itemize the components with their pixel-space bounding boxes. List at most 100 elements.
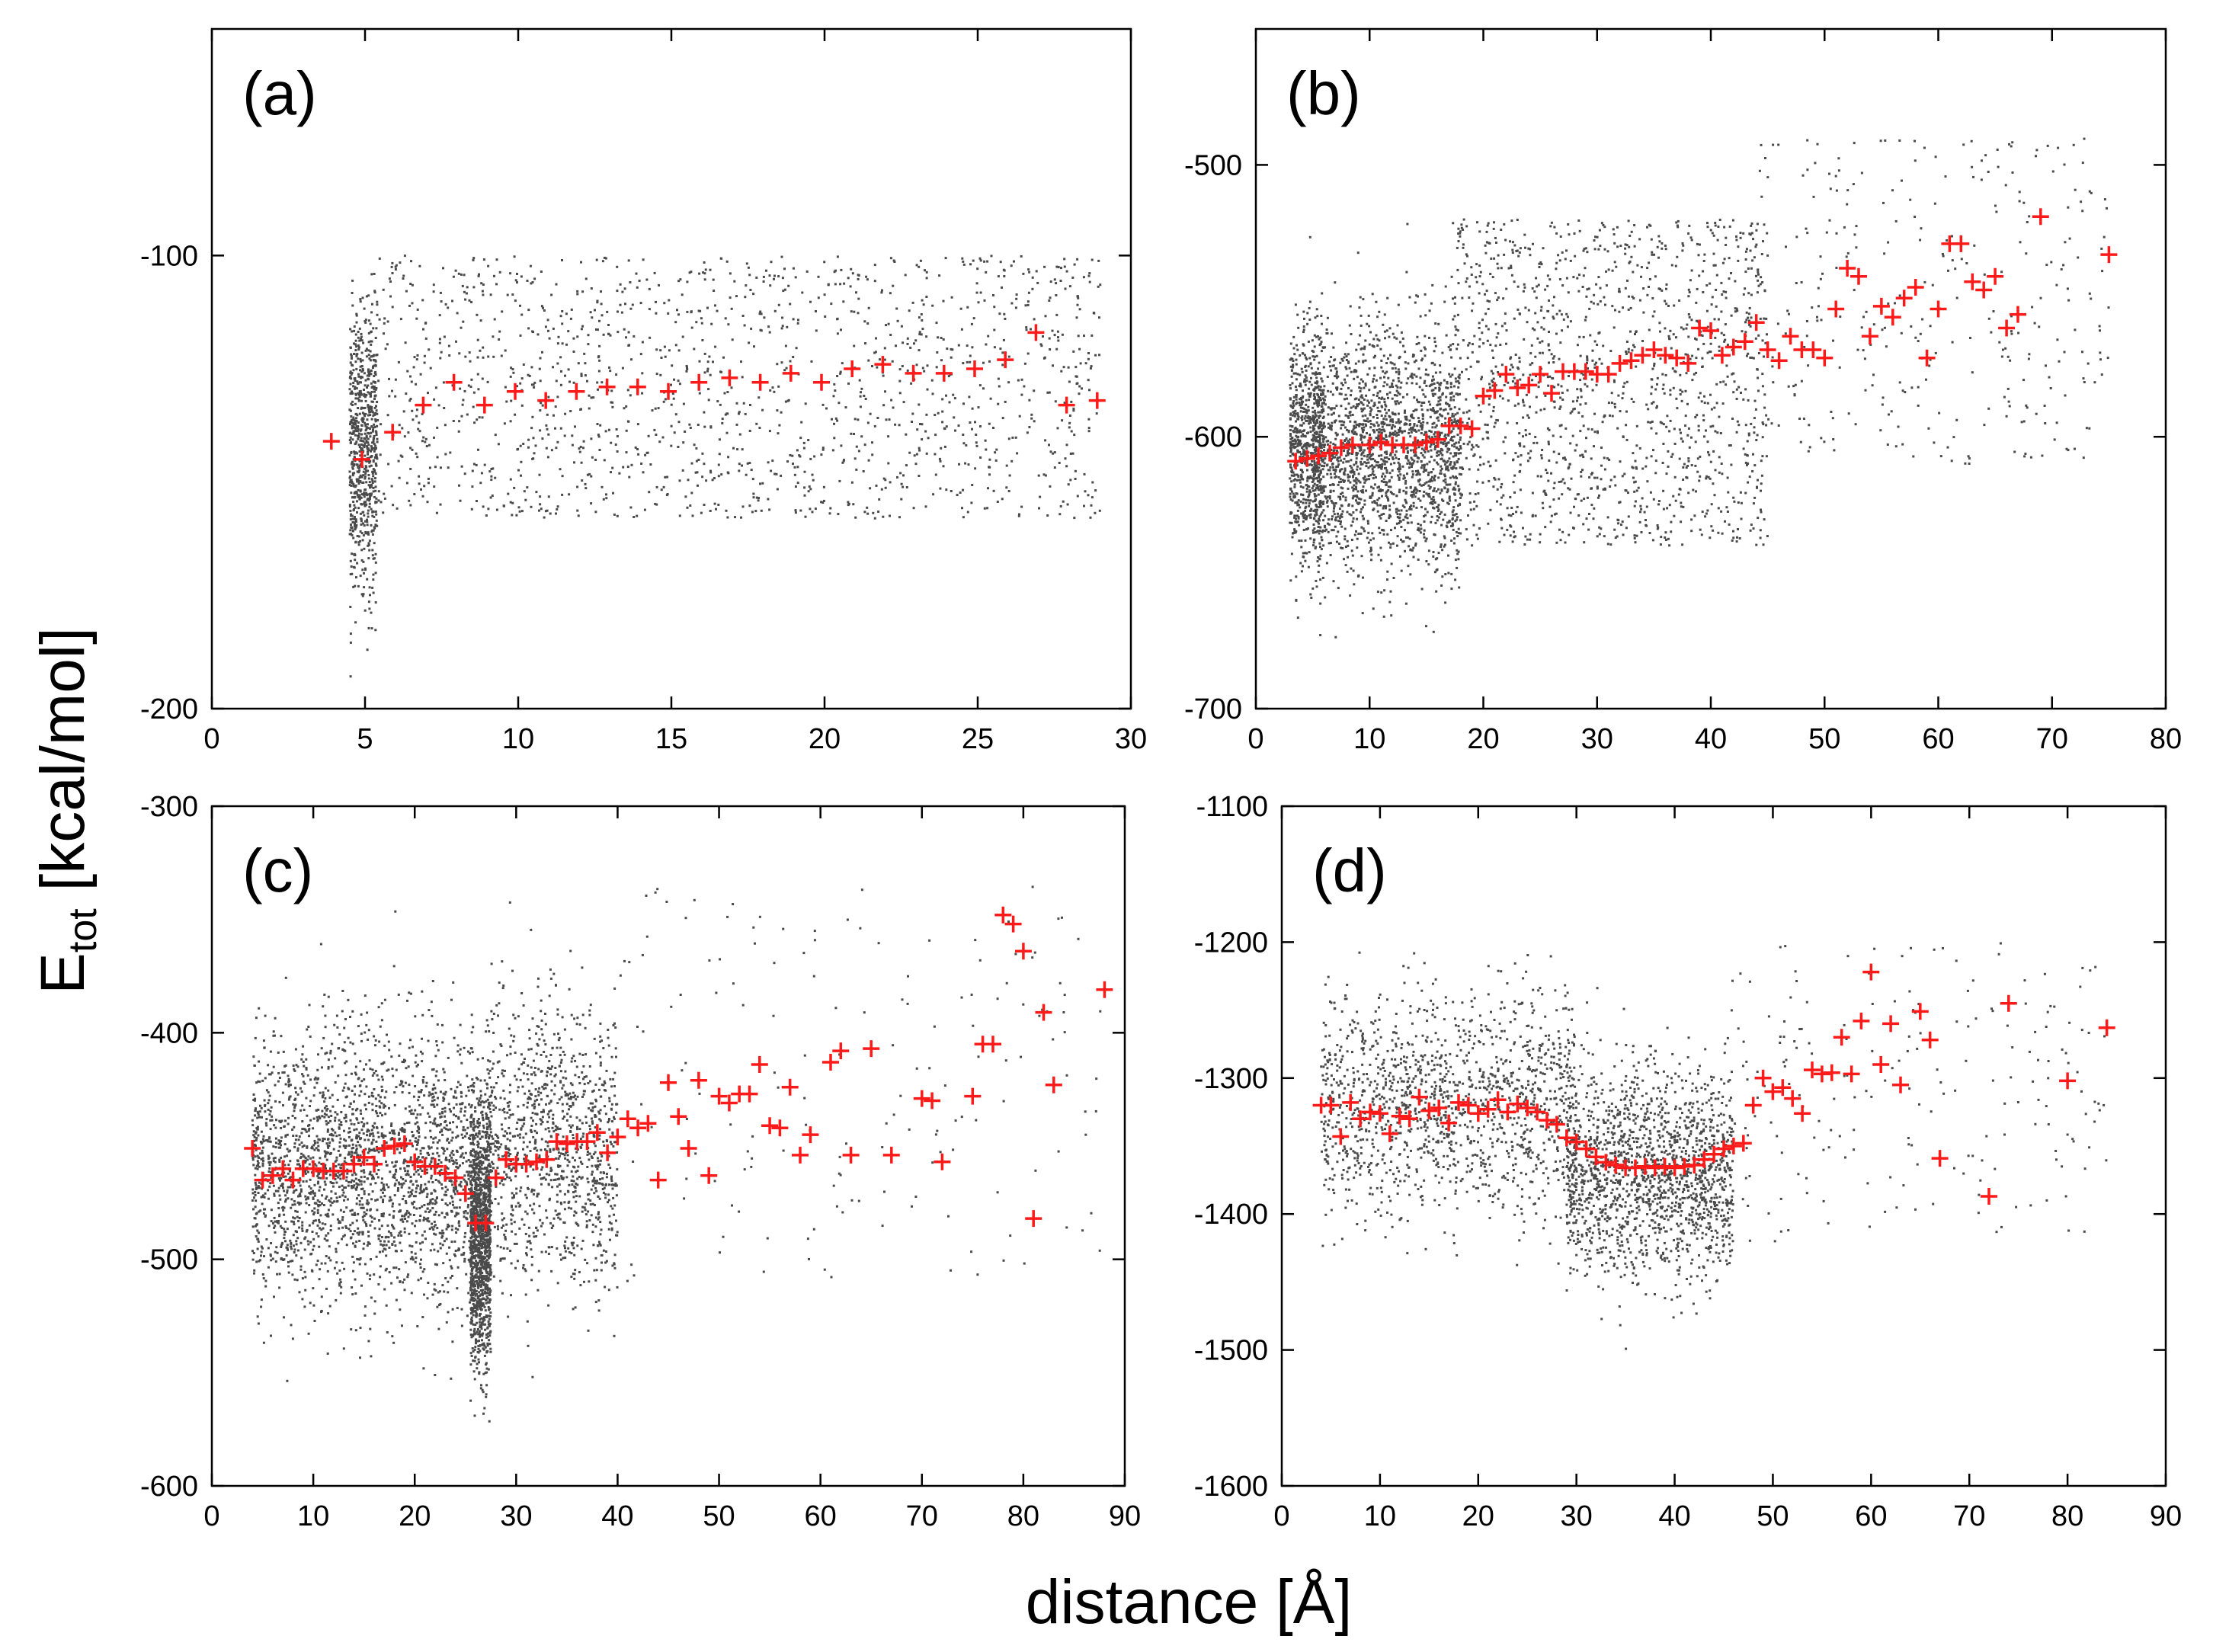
scatter-point: [1044, 315, 1047, 318]
scatter-point: [1649, 491, 1652, 494]
scatter-point: [1406, 472, 1408, 475]
scatter-point: [359, 369, 361, 372]
scatter-point: [1289, 441, 1292, 444]
scatter-point: [1337, 495, 1340, 498]
scatter-point: [1094, 511, 1097, 514]
scatter-point: [1318, 338, 1321, 341]
scatter-points: [1289, 137, 2110, 639]
scatter-point: [709, 510, 712, 512]
scatter-point: [1430, 449, 1433, 452]
scatter-point: [1343, 353, 1347, 356]
scatter-point: [1383, 460, 1386, 463]
scatter-point: [935, 366, 938, 369]
scatter-point: [1338, 481, 1340, 484]
scatter-point: [1310, 476, 1313, 479]
scatter-point: [1320, 393, 1323, 396]
scatter-point: [1315, 335, 1318, 338]
scatter-point: [482, 505, 485, 508]
scatter-point: [350, 491, 353, 495]
scatter-point: [602, 498, 605, 501]
scatter-point: [613, 513, 616, 516]
scatter-point: [373, 423, 376, 426]
scatter-point: [1421, 357, 1424, 360]
scatter-point: [1379, 490, 1382, 493]
scatter-point: [1414, 453, 1417, 456]
scatter-point: [1315, 513, 1318, 516]
scatter-point: [1440, 543, 1443, 546]
scatter-point: [1443, 535, 1446, 538]
scatter-point: [610, 471, 612, 474]
scatter-point: [1313, 421, 1315, 424]
scatter-point: [438, 338, 441, 341]
scatter-point: [994, 451, 997, 454]
scatter-point: [360, 335, 363, 338]
scatter-point: [1290, 474, 1293, 477]
scatter-point: [1432, 389, 1435, 392]
scatter-point: [1437, 322, 1440, 325]
scatter-point: [1430, 501, 1433, 504]
scatter-point: [1430, 389, 1433, 392]
scatter-point: [374, 552, 377, 555]
scatter-point: [462, 399, 465, 402]
scatter-point: [354, 386, 357, 389]
scatter-point: [373, 354, 376, 357]
scatter-point: [1422, 421, 1425, 424]
scatter-point: [1326, 316, 1329, 319]
scatter-point: [368, 461, 371, 464]
scatter-point: [1420, 422, 1423, 425]
scatter-point: [1304, 510, 1307, 512]
scatter-point: [358, 327, 361, 330]
scatter-point: [1347, 473, 1350, 476]
scatter-point: [1334, 468, 1337, 471]
scatter-point: [1312, 466, 1315, 469]
scatter-point: [523, 490, 526, 493]
scatter-point: [1411, 427, 1414, 431]
scatter-point: [1340, 392, 1343, 395]
scatter-point: [975, 444, 978, 447]
scatter-point: [735, 402, 738, 405]
scatter-point: [1419, 499, 1422, 502]
scatter-point: [369, 594, 371, 597]
mean-marker: [415, 396, 432, 414]
scatter-point: [857, 450, 860, 453]
scatter-point: [355, 387, 358, 390]
scatter-point: [1366, 454, 1369, 456]
scatter-point: [966, 360, 969, 363]
scatter-point: [1289, 449, 1292, 452]
scatter-point: [477, 388, 480, 391]
scatter-point: [1321, 431, 1323, 434]
scatter-point: [1360, 410, 1363, 413]
scatter-point: [546, 413, 549, 416]
scatter-point: [570, 308, 573, 311]
scatter-point: [590, 502, 593, 505]
scatter-point: [641, 341, 644, 344]
scatter-point: [577, 514, 580, 517]
scatter-point: [1294, 520, 1297, 523]
scatter-point: [1430, 362, 1433, 365]
scatter-point: [513, 255, 516, 258]
scatter-point: [349, 436, 352, 439]
scatter-point: [1420, 432, 1423, 434]
scatter-point: [1439, 513, 1442, 516]
scatter-point: [1428, 495, 1431, 498]
scatter-point: [1299, 354, 1302, 357]
scatter-point: [1440, 431, 1443, 434]
scatter-point: [352, 485, 355, 488]
scatter-point: [363, 514, 366, 517]
scatter-point: [354, 339, 357, 342]
scatter-point: [1362, 451, 1365, 454]
scatter-point: [1382, 421, 1385, 424]
scatter-point: [1295, 394, 1298, 396]
scatter-point: [1311, 339, 1314, 342]
scatter-point: [901, 365, 904, 367]
scatter-point: [531, 281, 534, 283]
scatter-point: [438, 314, 441, 317]
scatter-point: [625, 405, 628, 408]
scatter-point: [615, 373, 618, 376]
scatter-point: [359, 496, 362, 499]
scatter-point: [1401, 504, 1404, 507]
scatter-point: [1035, 270, 1038, 273]
scatter-point: [442, 381, 445, 384]
scatter-point: [476, 373, 479, 376]
scatter-point: [1413, 459, 1416, 463]
